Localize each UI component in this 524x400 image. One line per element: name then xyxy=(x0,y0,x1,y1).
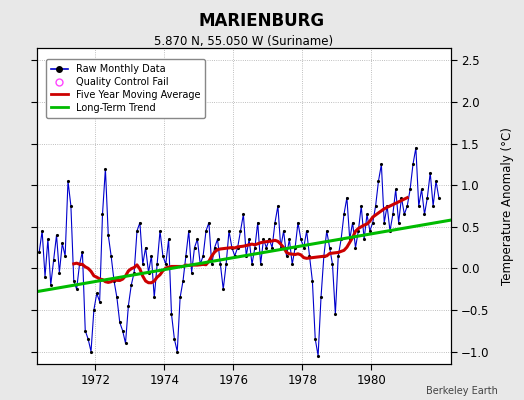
Text: Berkeley Earth: Berkeley Earth xyxy=(426,386,498,396)
Title: 5.870 N, 55.050 W (Suriname): 5.870 N, 55.050 W (Suriname) xyxy=(154,35,333,48)
Y-axis label: Temperature Anomaly (°C): Temperature Anomaly (°C) xyxy=(500,127,514,285)
Legend: Raw Monthly Data, Quality Control Fail, Five Year Moving Average, Long-Term Tren: Raw Monthly Data, Quality Control Fail, … xyxy=(46,59,205,118)
Text: MARIENBURG: MARIENBURG xyxy=(199,12,325,30)
